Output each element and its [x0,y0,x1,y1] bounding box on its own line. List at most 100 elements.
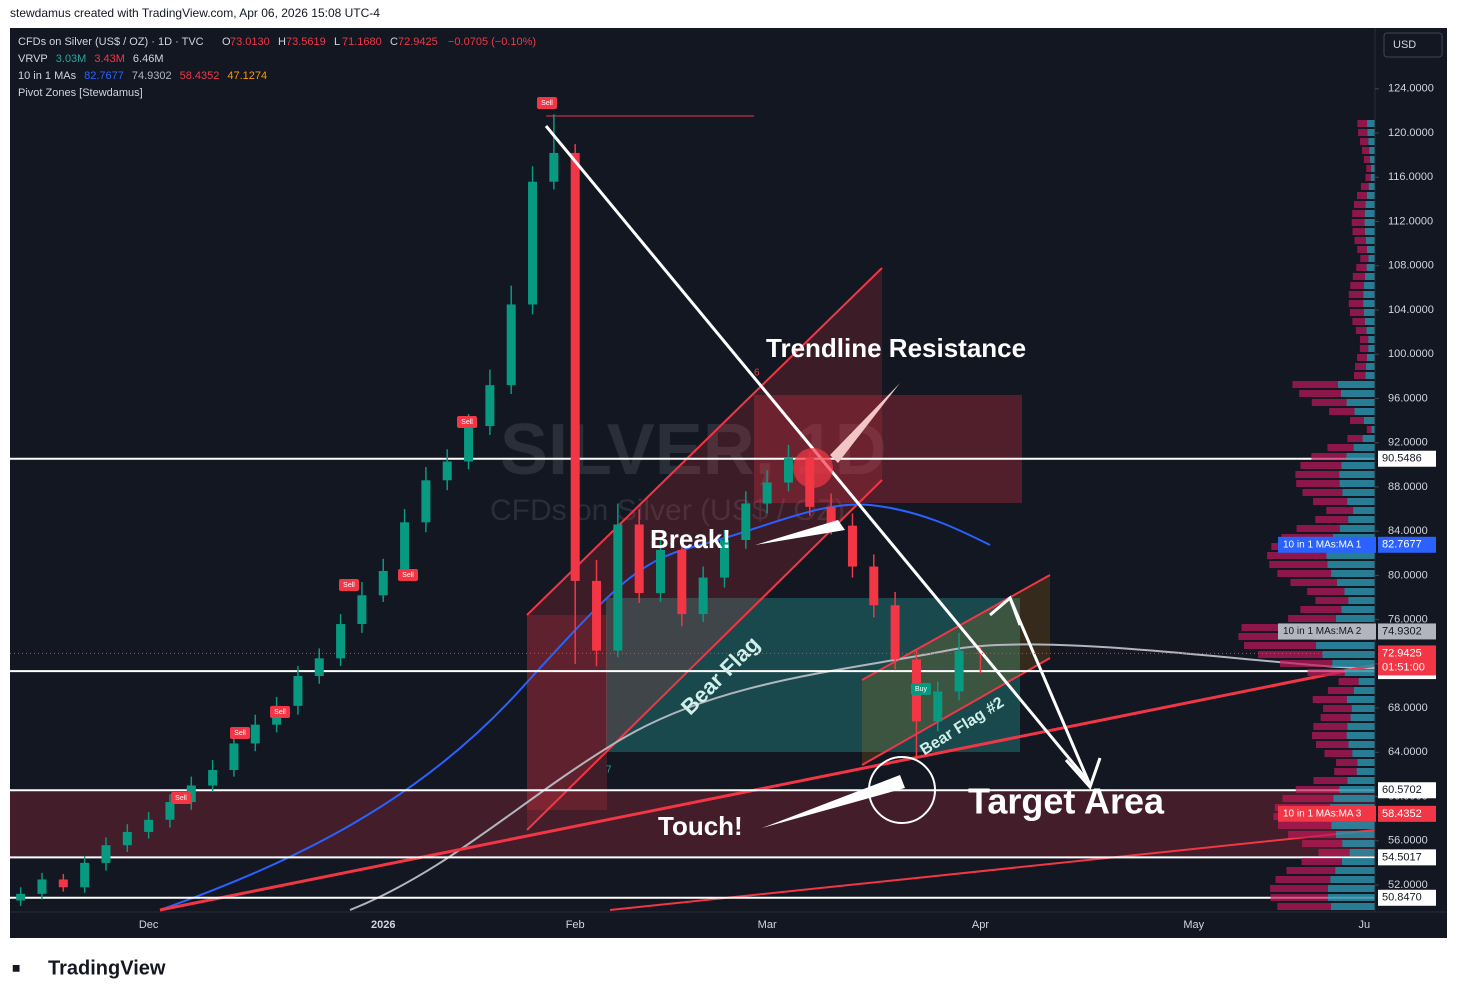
vp-bar-up [1341,462,1375,469]
candle-body [229,743,239,771]
ohlc-value: 73.0130 [230,36,270,48]
vp-bar-up [1346,453,1375,460]
vp-bar-up [1365,273,1375,280]
vp-bar-up [1342,840,1375,847]
candle-body [80,862,90,888]
vp-bar-down [1366,165,1372,172]
candle-body [613,524,623,651]
vp-bar-down [1290,579,1337,586]
vp-bar-down [1279,660,1333,667]
vp-bar-up [1331,903,1375,910]
ma-tag-bg [1378,536,1436,553]
candle-body [16,893,26,901]
vp-bar-down [1288,831,1336,838]
y-tick-label: 100.0000 [1388,348,1434,360]
vp-bar-up [1354,408,1375,415]
ohlc-key: C [390,36,398,48]
vp-bar-down [1296,480,1340,487]
vp-bar-down [1295,471,1340,478]
y-tick-label: 52.0000 [1388,879,1428,891]
trend-line-support [159,663,1376,912]
signal [171,792,191,804]
vp-bar-up [1339,525,1375,532]
vp-bar-up [1368,345,1375,352]
vp-bar-down [1355,363,1367,370]
marker [793,448,833,488]
candle-body [357,595,367,625]
price-label: 72.9425 [1382,647,1422,659]
levels [10,457,1375,899]
vp-bar-up [1350,714,1375,721]
signal-label: Sell [343,582,355,589]
vp-bar-down [1362,147,1370,154]
vp-bar-up [1368,336,1375,343]
x-tick-label: May [1183,919,1204,931]
logo-mark: ■ [12,960,20,976]
signal-label: Sell [274,709,286,716]
vp-bar-down [1354,237,1366,244]
vp-bar-up [1369,147,1375,154]
price-tag [1378,645,1436,676]
vp-bar-up [1364,210,1375,217]
vp-bar-up [1316,642,1375,649]
vp-bar-up [1363,309,1375,316]
vp-bar-down [1338,678,1359,685]
indicator-value: 47.1274 [227,70,267,82]
vp-bar-down [1358,129,1368,136]
vp-bar-down [1311,732,1347,739]
vp-bar-up [1348,741,1375,748]
vp-bar-down [1277,570,1332,577]
indicator-value: 6.46M [133,53,164,65]
vp-bar-down [1311,399,1347,406]
vp-bar-up [1365,372,1375,379]
vp-bar-up [1366,354,1375,361]
vp-bar-up [1365,237,1375,244]
vp-bar-down [1351,219,1365,226]
vp-bar-down [1238,633,1314,640]
ma-3 [609,829,1376,911]
vp-bar-up [1371,165,1375,172]
vp-bar-down [1349,417,1364,424]
currency-button[interactable] [1383,32,1443,58]
vp-bar-up [1341,606,1375,613]
vp-bar-down [1357,120,1368,127]
vp-bar-down [1318,849,1350,856]
vp-bar-down [1347,435,1363,442]
candle-body [400,522,410,571]
channel-line [861,574,1051,681]
x-tick-label: Ju [1359,919,1371,931]
ohlc-key: O [222,36,231,48]
vp-bar-down [1360,138,1369,145]
y-tick-label: 68.0000 [1388,702,1428,714]
y-tick-label: 124.0000 [1388,83,1434,95]
channel-line [526,479,883,831]
candle-body [762,482,772,504]
currency[interactable]: USD [1393,39,1416,51]
vp-bar-up [1336,579,1375,586]
vp-bar-down [1359,345,1369,352]
vp-bar-up [1357,759,1375,766]
vp-bar-down [1329,408,1355,415]
vp-bar-up [1349,849,1375,856]
vp-bar-down [1348,300,1364,307]
vp-bar-down [1301,858,1342,865]
vp-bar-down [1300,462,1342,469]
vp-bar-up [1327,894,1375,901]
annotation: Break! [650,524,731,554]
vp-bar-up [1370,174,1375,181]
indicator-value: 3.03M [56,53,87,65]
candle-body [656,549,666,594]
vp-bar-up [1344,669,1375,676]
arrow [755,520,845,545]
signal-label: Sell [402,572,414,579]
vp-bar-down [1311,453,1347,460]
vp-bar-down [1312,696,1347,703]
candle-body [485,385,495,427]
vp-bar-down [1352,273,1366,280]
signal-label: Sell [461,419,473,426]
candle-body [421,480,431,523]
vp-bar-down [1292,381,1338,388]
vp-bar-down [1270,894,1328,901]
ma-tag-name-bg [1278,623,1376,640]
